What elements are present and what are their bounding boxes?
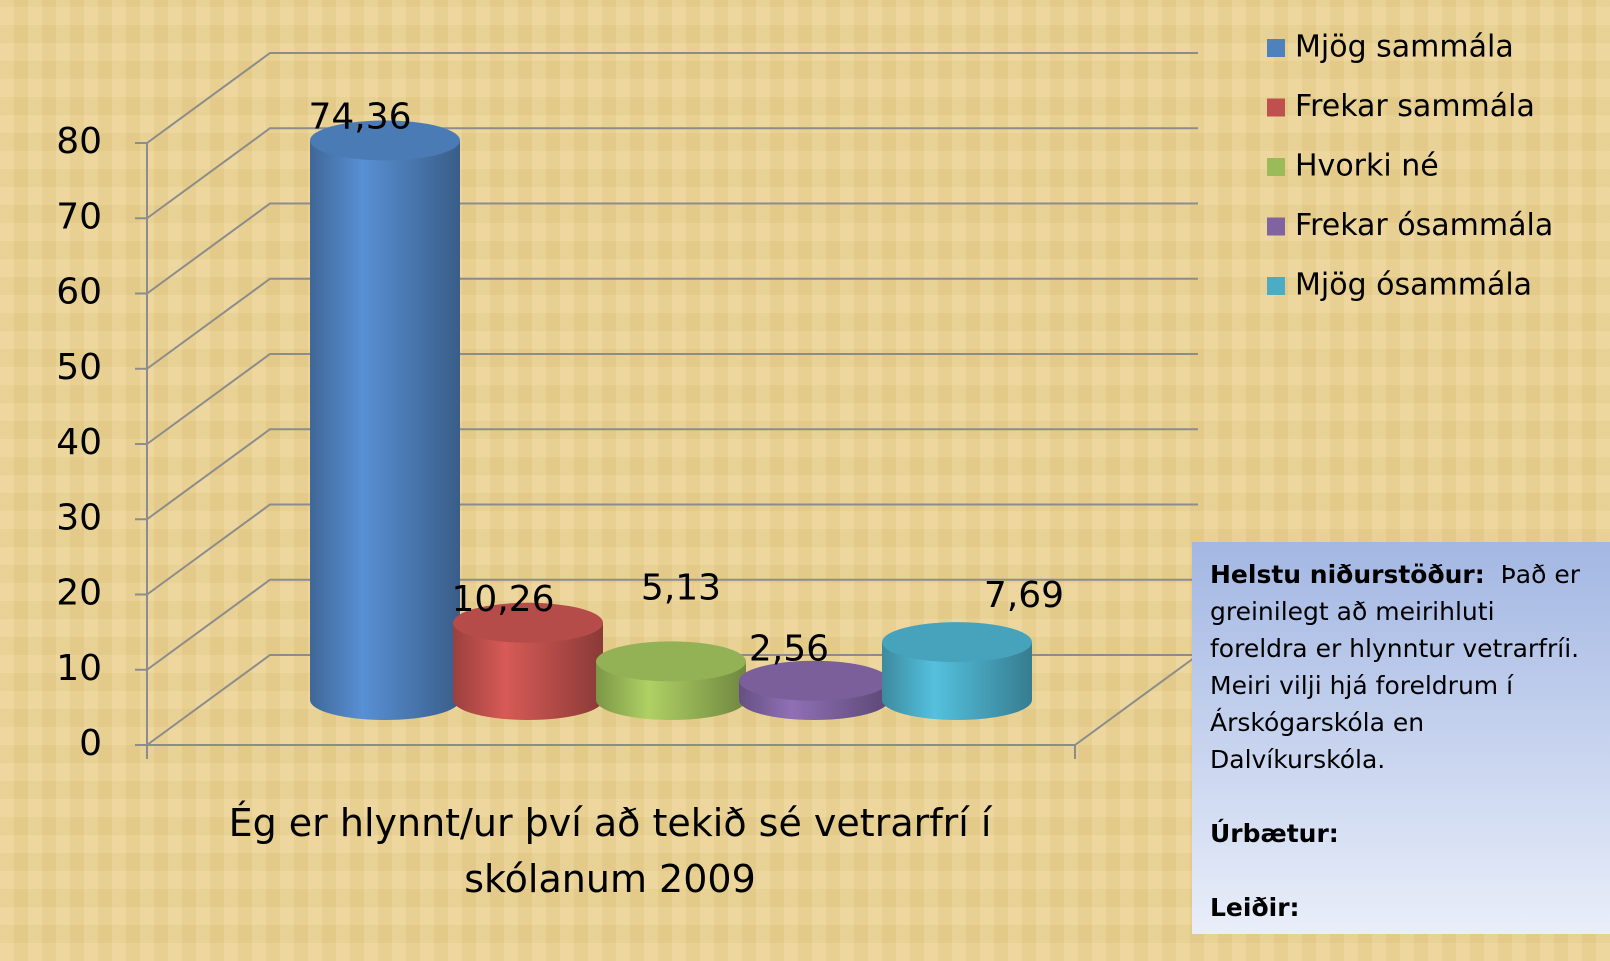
y-tick-label: 80 (56, 121, 102, 162)
y-tick-label: 70 (56, 196, 102, 237)
findings-text: Það er greinilegt að meirihluti foreldra… (1210, 560, 1581, 774)
cylinder-top (882, 622, 1032, 663)
y-tick-label: 60 (56, 272, 102, 313)
legend-swatch (1267, 39, 1285, 57)
data-label: 7,69 (984, 575, 1064, 616)
x-axis-label: Ég er hlynnt/ur því að tekið sé vetrarfr… (228, 801, 992, 901)
y-tick-label: 10 (56, 648, 102, 689)
y-tick-label: 50 (56, 347, 102, 388)
legend-swatch (1267, 98, 1285, 117)
data-label: 5,13 (641, 567, 721, 608)
data-label: 2,56 (749, 629, 829, 670)
cylinder-top (310, 120, 460, 161)
grid-line (146, 202, 1198, 295)
cylinder-body (310, 140, 460, 701)
y-tick-label: 20 (56, 573, 102, 614)
data-label: 10,26 (451, 579, 554, 620)
heading: Helstu niðurstöður: (1210, 560, 1485, 589)
section: Úrbætur: (1210, 815, 1592, 852)
grid-line (146, 503, 1198, 596)
findings: Helstu niðurstöður: Það er greinilegt að… (1210, 556, 1592, 778)
section: Leiðir: (1210, 889, 1592, 926)
grid-line (146, 353, 1198, 445)
legend-label: Hvorki né (1295, 149, 1439, 184)
cylinder-top (453, 602, 603, 643)
legend-label: Mjög sammála (1295, 30, 1514, 65)
y-tick-label: 40 (56, 422, 102, 463)
grid-line (146, 277, 1198, 370)
text-box: Helstu niðurstöður: Það er greinilegt að… (1192, 542, 1610, 934)
section-title: Úrbætur: (1210, 819, 1339, 848)
grid-line (146, 428, 1198, 521)
legend-swatch (1267, 217, 1285, 236)
legend-label: Mjög ósammála (1295, 268, 1532, 303)
legend-label: Frekar sammála (1295, 89, 1535, 124)
cylinder-top (739, 660, 889, 701)
legend-swatch (1267, 158, 1285, 176)
legend-swatch (1267, 277, 1285, 295)
grid-line (146, 578, 1198, 671)
grid-line (146, 127, 1198, 220)
data-label: 74,36 (308, 96, 411, 137)
cylinder-top (596, 641, 746, 682)
legend-label: Frekar ósammála (1295, 208, 1553, 243)
grid-line (146, 52, 1198, 144)
y-tick-label: 0 (79, 723, 102, 764)
y-tick-label: 30 (56, 497, 102, 538)
section-title: Leiðir: (1210, 893, 1300, 922)
